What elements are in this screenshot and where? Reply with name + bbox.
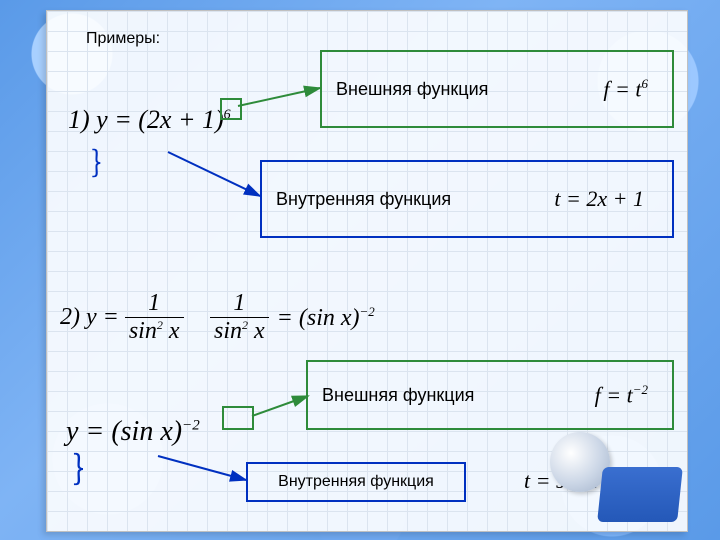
slide-stage: Примеры: 1) y = (2x + 1)6 ︷ Внешняя функ…: [0, 0, 720, 540]
ex2b-den-base: sin: [214, 318, 242, 344]
ex2a-num: 1: [142, 290, 166, 317]
ex2b-rhs-exp: −2: [360, 304, 375, 319]
ex2c-base: y = (sin x): [66, 416, 182, 447]
ex2c-exp: −2: [182, 418, 200, 434]
ex2-inner-box: Внутренняя функция: [246, 462, 466, 502]
ex2a-den: sin2 x: [125, 317, 184, 345]
ex2-outer-formula: f = t−2: [595, 382, 648, 408]
ex1-outer-box: Внешняя функция f = t6: [320, 50, 674, 128]
ex2a-fraction: 1 sin2 x: [125, 290, 184, 345]
title: Примеры:: [86, 30, 160, 48]
ex2a-lhs: 2) y =: [60, 304, 119, 331]
ex1-formula-base: 1) y = (2x + 1): [68, 105, 224, 134]
ex1-outer-formula-base: f = t: [603, 76, 641, 101]
ex2-base-brace: ︷: [67, 452, 116, 486]
ex2b-rhs-base: = (sin x): [277, 305, 360, 331]
ex1-outer-formula: f = t6: [603, 76, 648, 102]
ex2a-den-base: sin: [129, 318, 157, 344]
inner-function-label-2: Внутренняя функция: [278, 473, 434, 491]
ex2-formula-a: 2) y = 1 sin2 x: [60, 290, 184, 345]
ex2a-den-exp: 2: [157, 318, 163, 332]
ex2-formula-c: y = (sin x)−2: [66, 416, 200, 448]
ex2b-den-exp: 2: [242, 318, 248, 332]
outer-function-label: Внешняя функция: [336, 79, 488, 100]
ex1-inner-box: Внутренняя функция t = 2x + 1: [260, 160, 674, 238]
ex1-exponent-highlight: [220, 98, 242, 120]
ex2b-den-arg: x: [254, 318, 265, 344]
ex1-base-brace: ︷: [86, 148, 130, 178]
ex1-inner-formula: t = 2x + 1: [554, 186, 644, 212]
ex2-outer-formula-exp: −2: [633, 382, 648, 397]
calculator-icon: [597, 467, 683, 522]
ex1-outer-formula-exp: 6: [642, 76, 649, 91]
ex2b-fraction: 1 sin2 x: [210, 290, 269, 345]
ex2-outer-box: Внешняя функция f = t−2: [306, 360, 674, 430]
ex1-formula: 1) y = (2x + 1)6: [68, 105, 231, 135]
ex2b-num: 1: [227, 290, 251, 317]
ex2-exponent-highlight: [222, 406, 254, 430]
ex2-formula-b: 1 sin2 x = (sin x)−2: [210, 290, 375, 345]
inner-function-label: Внутренняя функция: [276, 189, 451, 210]
ex2b-rhs: = (sin x)−2: [277, 304, 375, 332]
calculator-decoration: [540, 432, 680, 522]
ex2a-den-arg: x: [169, 318, 180, 344]
ex2-outer-formula-base: f = t: [595, 382, 633, 407]
outer-function-label-2: Внешняя функция: [322, 385, 474, 406]
ex2b-den: sin2 x: [210, 317, 269, 345]
